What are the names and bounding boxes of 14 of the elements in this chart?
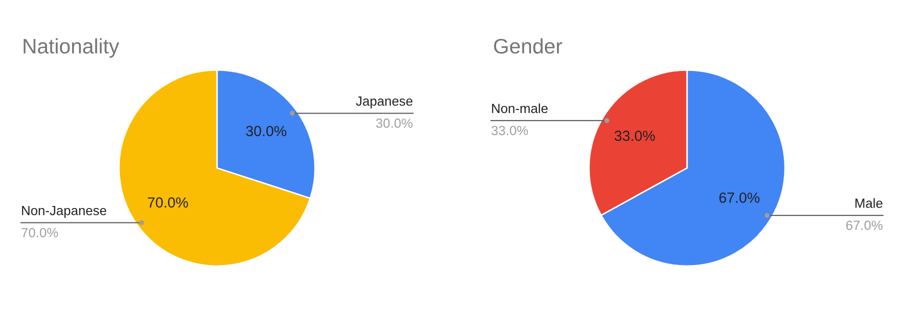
data-label: 30.0% bbox=[246, 126, 286, 136]
data-label: 70.0% bbox=[148, 197, 188, 208]
slice-label: Male bbox=[855, 198, 882, 208]
text: 67.0% bbox=[846, 220, 883, 230]
chart-title: Nationality bbox=[24, 38, 120, 58]
data-label: 33.0% bbox=[614, 130, 655, 141]
text: 30.0% bbox=[376, 118, 413, 128]
chart-title: Gender bbox=[494, 38, 562, 54]
slice-label: Non-male bbox=[492, 103, 548, 114]
slice-label: Non-Japanese bbox=[22, 206, 106, 218]
text: 70.0% bbox=[22, 228, 58, 238]
text: 33.0% bbox=[492, 126, 528, 136]
data-label: 67.0% bbox=[719, 192, 760, 203]
slice-label: Japanese bbox=[356, 96, 412, 108]
